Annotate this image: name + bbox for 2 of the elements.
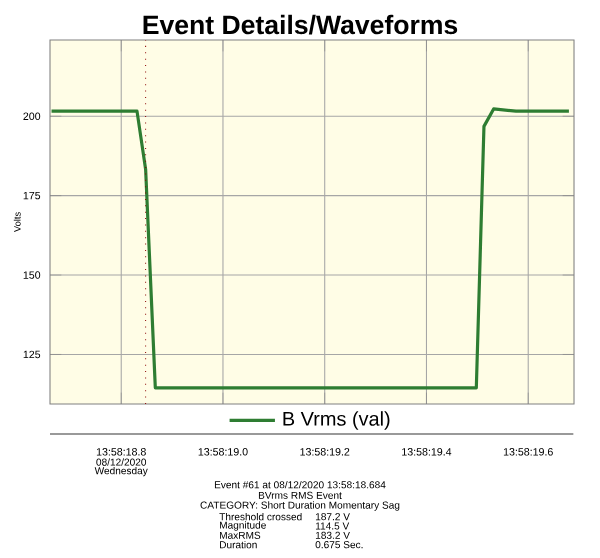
chart-title: Event Details/Waveforms [143,14,458,35]
legend-label: B Vrms (val) [283,411,390,430]
